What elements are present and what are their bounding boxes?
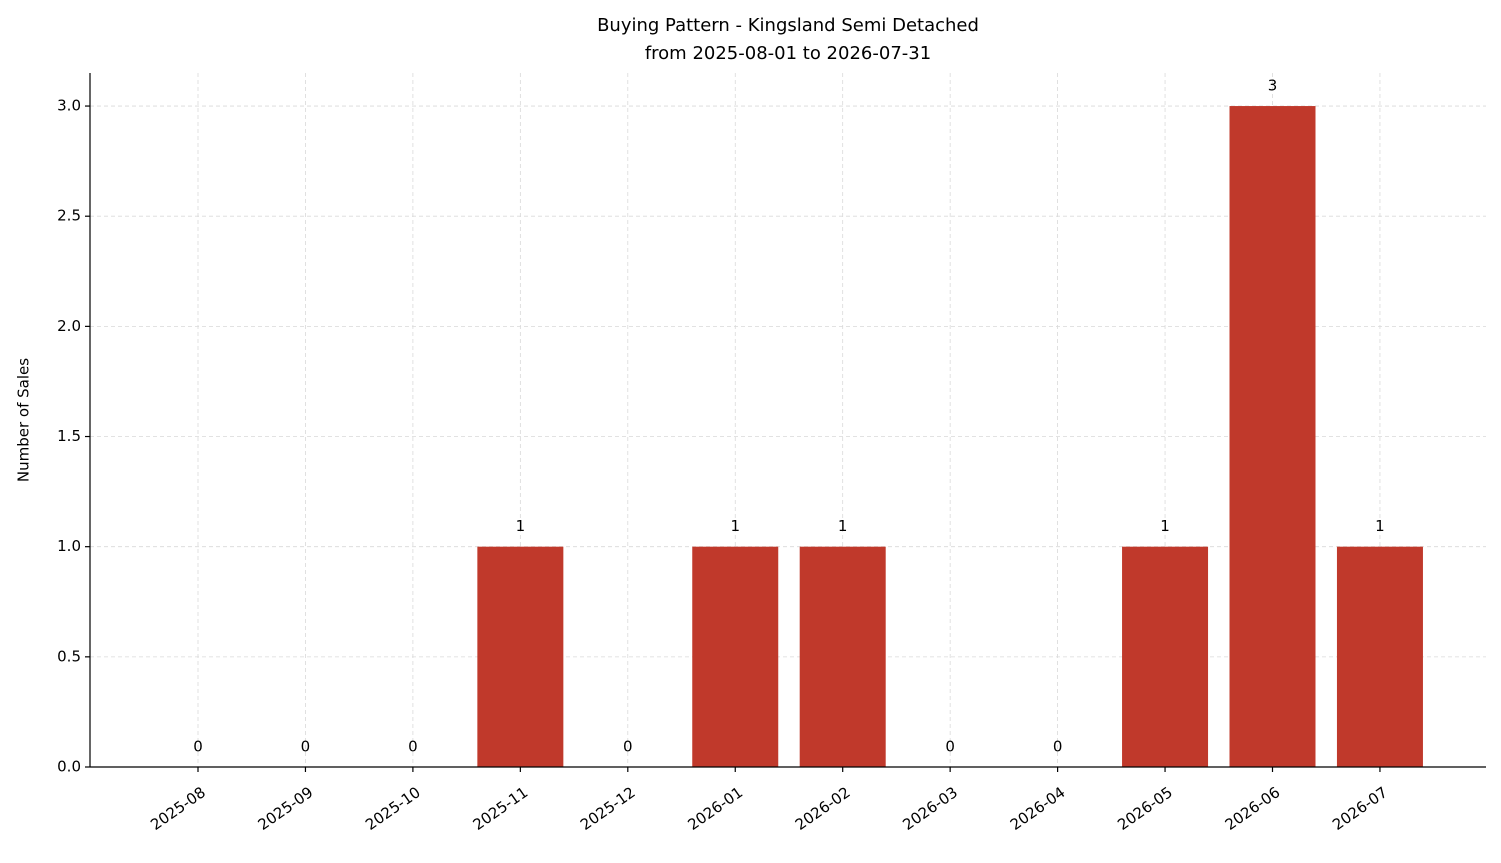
x-tick-label: 2026-03	[899, 783, 961, 834]
chart-subtitle: from 2025-08-01 to 2026-07-31	[645, 43, 931, 64]
y-tick-label: 2.0	[57, 317, 81, 335]
bar	[1122, 546, 1209, 767]
x-tick-label: 2025-08	[147, 783, 209, 834]
value-label: 0	[193, 738, 203, 756]
value-label: 1	[838, 517, 848, 535]
x-tick-label: 2025-11	[470, 783, 532, 834]
value-label: 1	[1160, 517, 1170, 535]
value-label: 0	[408, 738, 418, 756]
y-tick-label: 1.5	[57, 427, 81, 445]
chart-title: Buying Pattern - Kingsland Semi Detached	[597, 15, 979, 36]
y-axis-label: Number of Sales	[15, 358, 33, 482]
y-tick-label: 0.5	[57, 647, 81, 665]
y-tick-label: 0.0	[57, 758, 81, 776]
value-label: 0	[1053, 738, 1063, 756]
y-tick-label: 2.5	[57, 207, 81, 225]
bar	[1229, 106, 1316, 768]
x-tick-label: 2026-04	[1007, 783, 1069, 834]
x-tick-label: 2025-10	[362, 783, 424, 834]
x-tick-label: 2026-02	[792, 783, 854, 834]
x-tick-label: 2025-12	[577, 783, 639, 834]
x-tick-label: 2026-07	[1329, 783, 1391, 834]
value-label: 3	[1268, 77, 1278, 95]
value-label: 1	[516, 517, 526, 535]
bar	[1336, 546, 1423, 767]
value-label: 0	[623, 738, 633, 756]
value-label: 1	[1375, 517, 1385, 535]
bar	[799, 546, 886, 767]
y-tick-label: 1.0	[57, 537, 81, 555]
value-label: 1	[730, 517, 740, 535]
x-tick-label: 2026-06	[1222, 783, 1284, 834]
y-tick-label: 3.0	[57, 97, 81, 115]
x-tick-label: 2026-01	[684, 783, 746, 834]
x-tick-label: 2025-09	[255, 783, 317, 834]
x-tick-label: 2026-05	[1114, 783, 1176, 834]
value-label: 0	[301, 738, 311, 756]
bar	[477, 546, 564, 767]
value-label: 0	[945, 738, 955, 756]
bar	[692, 546, 779, 767]
